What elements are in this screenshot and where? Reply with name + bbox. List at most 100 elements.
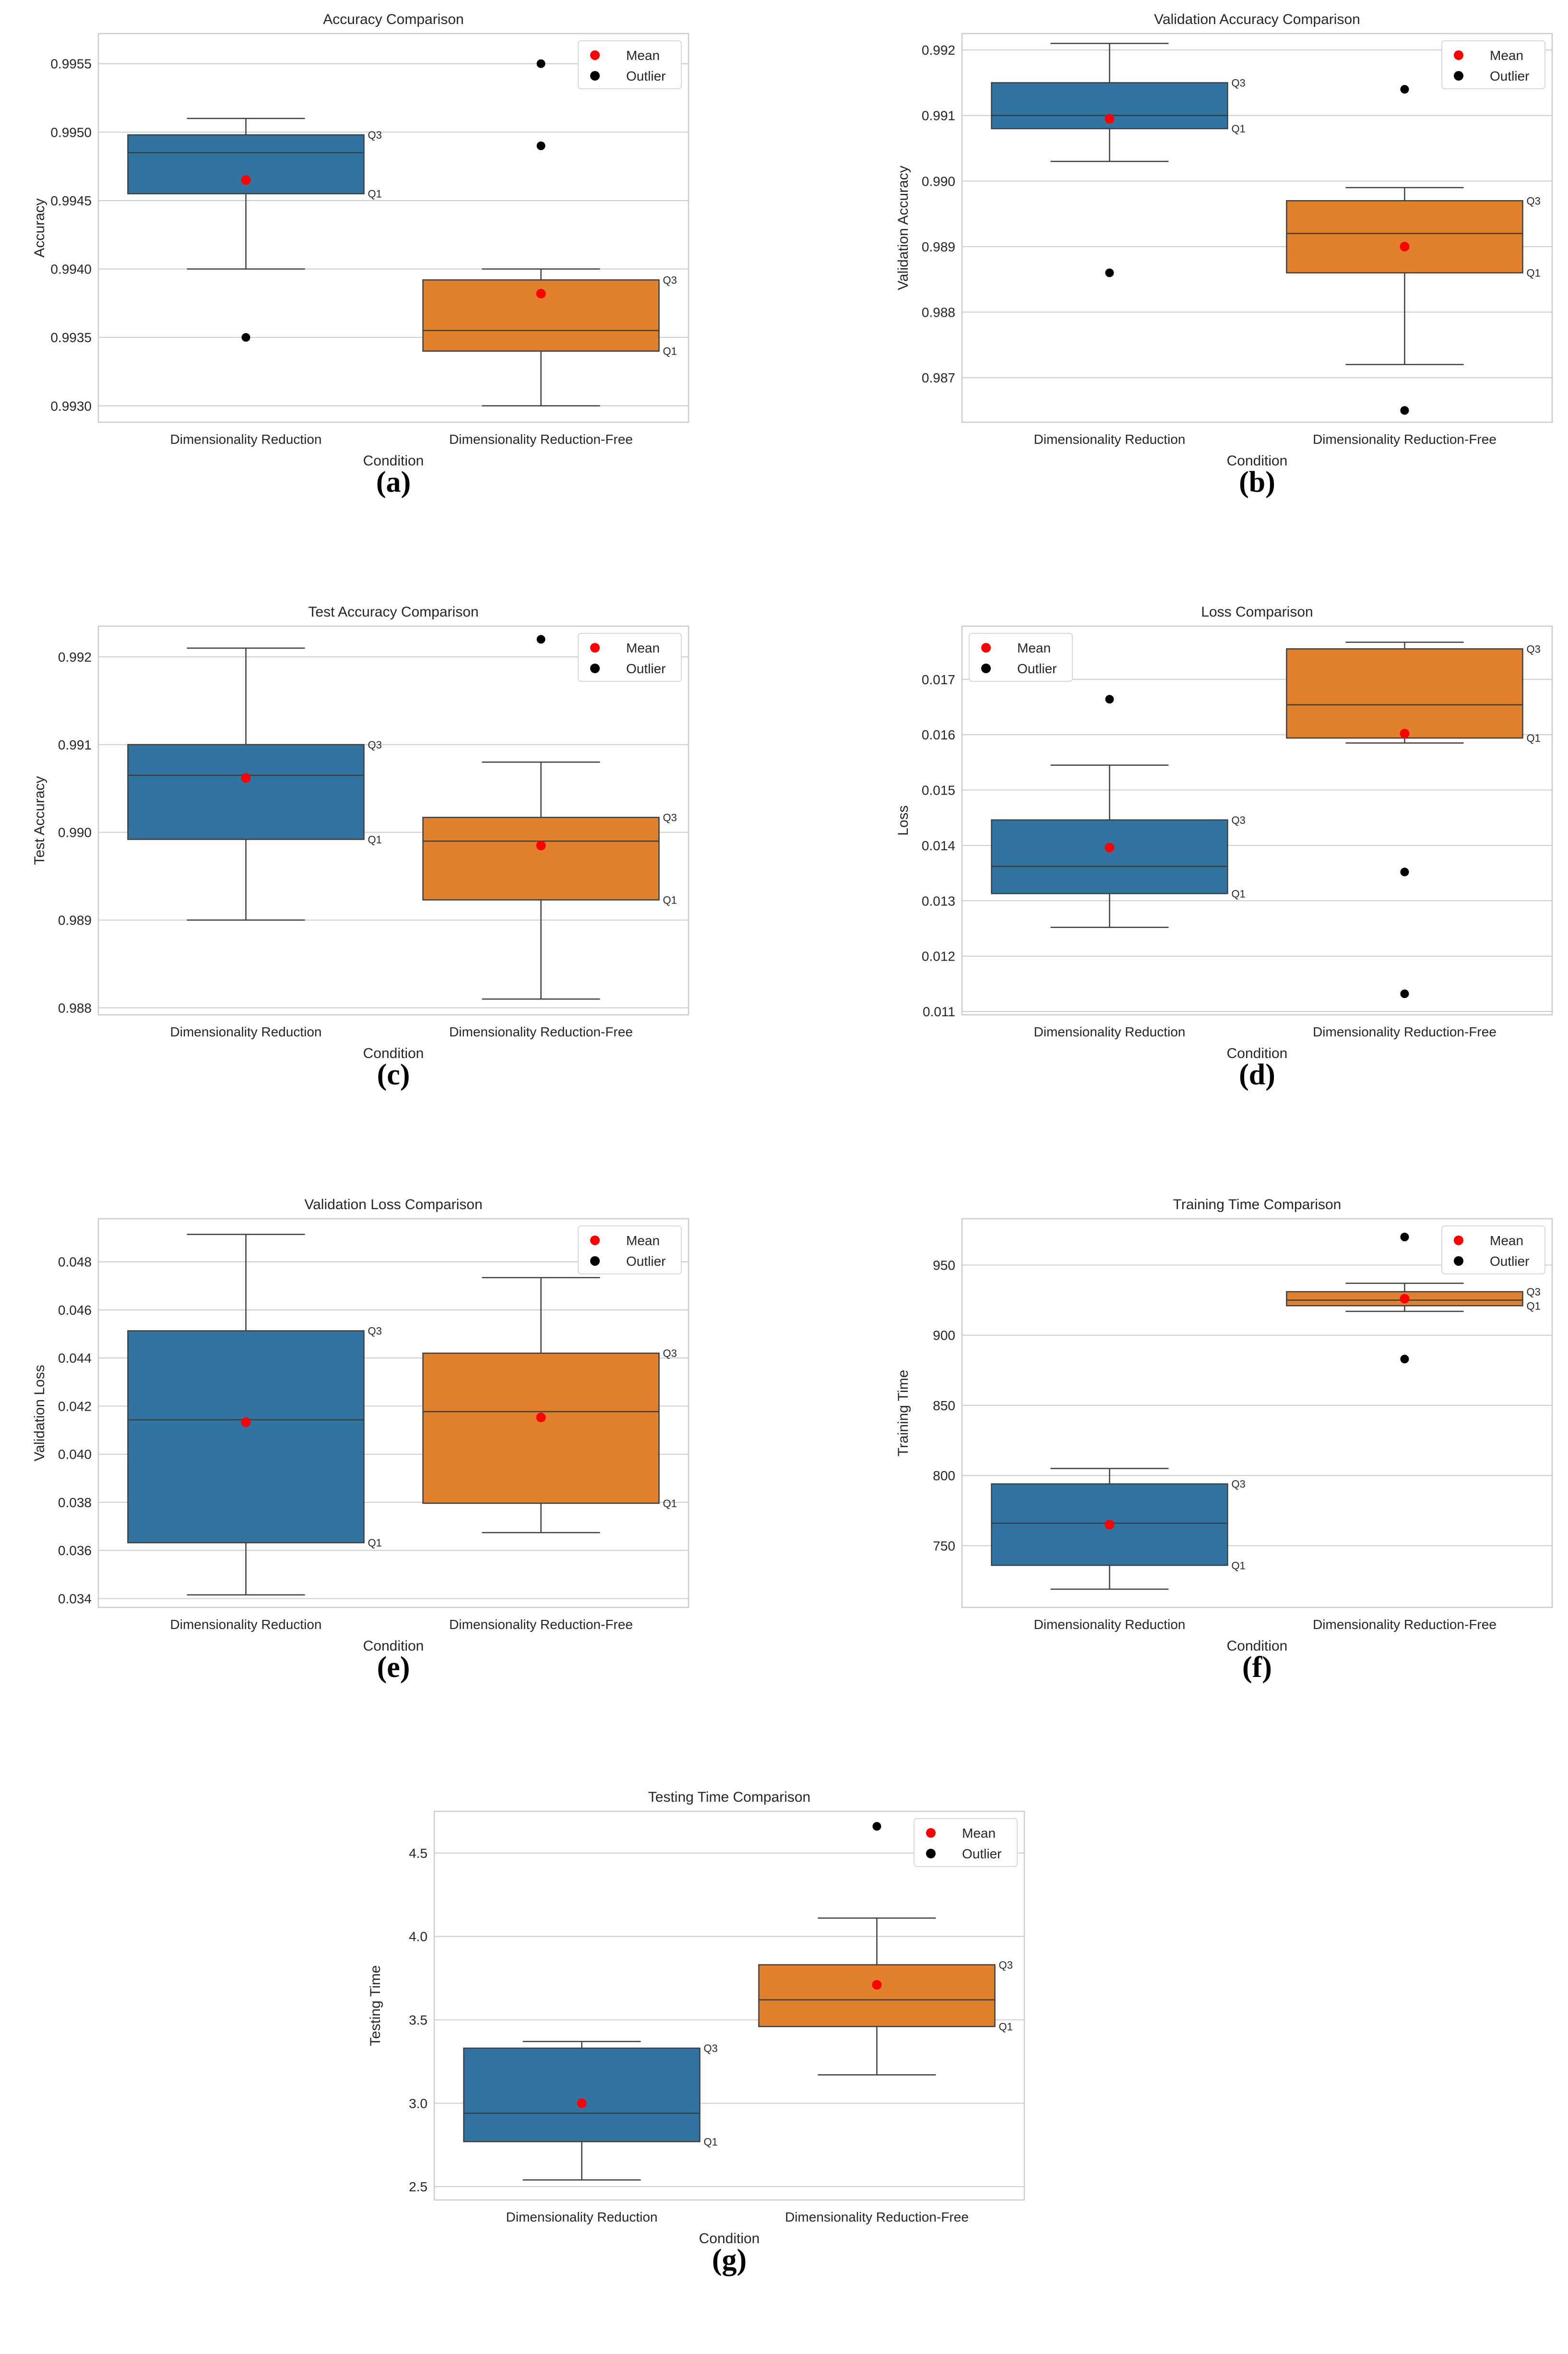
chart-b: Validation Accuracy Comparison 0.987 0.988… xyxy=(895,12,1553,499)
y-tick-label: 4.5 xyxy=(409,1846,428,1861)
x-tick-label: Dimensionality Reduction-Free xyxy=(1313,1024,1497,1039)
legend: Mean Outlier xyxy=(578,633,682,682)
q3-label: Q3 xyxy=(704,2043,718,2055)
plot-frame xyxy=(961,625,1553,1016)
x-tick-label: Dimensionality Reduction xyxy=(1034,1617,1186,1632)
x-axis-label: Condition xyxy=(363,453,424,469)
iqr-box xyxy=(1286,200,1523,273)
iqr-box xyxy=(422,1352,660,1504)
legend: Mean Outlier xyxy=(1441,1225,1545,1274)
legend: Mean Outlier xyxy=(969,633,1073,682)
mean-point xyxy=(577,2098,587,2108)
x-axis-label: Condition xyxy=(363,1046,424,1061)
panel-e: Validation Loss Comparison 0.034 0.036 0.03… xyxy=(29,1185,701,1689)
legend-outlier-marker xyxy=(1454,1256,1463,1266)
y-axis-label: Loss xyxy=(895,805,911,835)
y-tick-label: 0.989 xyxy=(58,913,92,928)
legend-outlier-marker xyxy=(981,664,991,673)
box-1: Q3 Q1 xyxy=(991,43,1246,277)
x-axis-label: Condition xyxy=(1227,1638,1288,1654)
iqr-box xyxy=(127,134,365,194)
legend: Mean Outlier xyxy=(578,1225,682,1274)
y-tick-label: 0.048 xyxy=(58,1255,92,1270)
y-axis-label: Test Accuracy xyxy=(32,776,48,865)
legend-outlier-label: Outlier xyxy=(1490,69,1529,83)
legend-outlier-marker xyxy=(590,664,600,673)
mean-point xyxy=(241,175,251,185)
legend-frame xyxy=(1441,40,1545,89)
y-tick-label: 0.989 xyxy=(922,239,955,254)
box-1: Q3 Q1 xyxy=(463,2041,718,2181)
legend-mean-marker xyxy=(981,643,991,653)
y-tick-label: 950 xyxy=(933,1258,955,1272)
panel-d: Loss Comparison 0.011 0.012 0.013 0.014 0.015… xyxy=(892,593,1564,1096)
chart-a: Accuracy Comparison 0.9930 0.9935 0.9940 0.9… xyxy=(32,12,689,499)
x-tick-label: Dimensionality Reduction xyxy=(170,432,322,447)
chart-title: Testing Time Comparison xyxy=(648,1789,810,1805)
panel-f: Training Time Comparison 750 800 850 900 950 Q… xyxy=(892,1185,1564,1689)
q3-label: Q3 xyxy=(999,1959,1013,1971)
outlier-point xyxy=(1400,406,1409,415)
q3-label: Q3 xyxy=(663,1347,677,1359)
legend-outlier-label: Outlier xyxy=(1490,1254,1529,1269)
y-tick-label: 0.9955 xyxy=(50,57,92,71)
y-axis-label: Accuracy xyxy=(32,198,48,257)
x-tick-label: Dimensionality Reduction xyxy=(170,1617,322,1632)
y-tick-label: 3.5 xyxy=(409,2013,428,2028)
q1-label: Q1 xyxy=(1527,1300,1541,1312)
q3-label: Q3 xyxy=(368,739,382,751)
outlier-point xyxy=(1400,868,1409,877)
legend-mean-marker xyxy=(590,643,600,653)
x-tick-label: Dimensionality Reduction xyxy=(1034,1024,1186,1039)
y-tick-label: 0.040 xyxy=(58,1447,92,1462)
y-tick-label: 0.046 xyxy=(58,1303,92,1318)
x-axis-label: Condition xyxy=(699,2231,760,2247)
legend: Mean Outlier xyxy=(578,40,682,89)
chart-title: Test Accuracy Comparison xyxy=(308,604,478,620)
iqr-box xyxy=(127,744,365,840)
iqr-box xyxy=(991,819,1228,894)
q1-label: Q1 xyxy=(999,2021,1013,2033)
chart-title: Validation Accuracy Comparison xyxy=(1154,12,1360,27)
outlier-point xyxy=(1105,695,1114,704)
q1-label: Q1 xyxy=(663,894,677,906)
mean-point xyxy=(241,773,251,783)
y-tick-label: 0.990 xyxy=(922,174,955,189)
y-tick-label: 900 xyxy=(933,1328,955,1343)
y-tick-label: 0.013 xyxy=(922,893,955,908)
x-tick-label: Dimensionality Reduction-Free xyxy=(1313,1617,1497,1632)
q1-label: Q1 xyxy=(663,1498,677,1510)
y-tick-label: 750 xyxy=(933,1538,955,1553)
mean-point xyxy=(536,841,546,851)
panel-c: Test Accuracy Comparison 0.988 0.989 0.990 0… xyxy=(29,593,701,1096)
legend-mean-marker xyxy=(590,50,600,60)
box-2: Q3 Q1 xyxy=(422,1277,677,1534)
legend-mean-label: Mean xyxy=(1490,1233,1523,1248)
legend-frame xyxy=(914,1818,1018,1867)
box-1: Q3 Q1 xyxy=(991,1468,1246,1590)
q3-label: Q3 xyxy=(1527,195,1541,207)
panel-b: Validation Accuracy Comparison 0.987 0.988… xyxy=(892,0,1564,504)
mean-point xyxy=(1400,241,1410,251)
legend-outlier-label: Outlier xyxy=(626,1254,665,1269)
q1-label: Q1 xyxy=(1527,732,1541,744)
y-tick-label: 0.044 xyxy=(58,1351,92,1366)
mean-point xyxy=(536,1413,546,1423)
iqr-box xyxy=(1286,648,1523,739)
legend-mean-marker xyxy=(926,1828,936,1838)
q3-label: Q3 xyxy=(1232,77,1246,89)
outlier-point xyxy=(536,59,546,68)
x-axis-label: Condition xyxy=(1227,1046,1288,1061)
outlier-point xyxy=(1105,268,1114,277)
legend-outlier-label: Outlier xyxy=(1017,661,1057,676)
y-tick-label: 0.9950 xyxy=(50,125,92,140)
y-tick-label: 0.017 xyxy=(922,672,955,687)
legend-outlier-marker xyxy=(1454,71,1463,81)
chart-title: Training Time Comparison xyxy=(1173,1197,1342,1213)
y-tick-label: 0.9940 xyxy=(50,262,92,277)
y-tick-label: 0.038 xyxy=(58,1495,92,1510)
outlier-point xyxy=(241,333,250,342)
